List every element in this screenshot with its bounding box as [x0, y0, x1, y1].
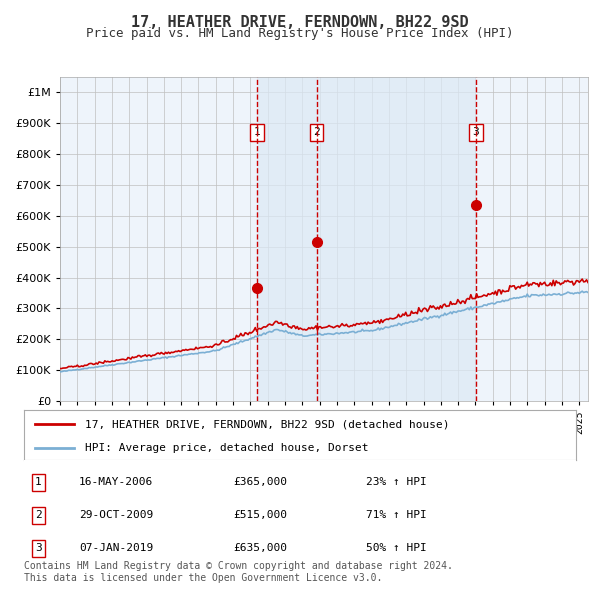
- Text: 17, HEATHER DRIVE, FERNDOWN, BH22 9SD: 17, HEATHER DRIVE, FERNDOWN, BH22 9SD: [131, 15, 469, 30]
- Bar: [257, 77, 317, 401]
- Text: 23% ↑ HPI: 23% ↑ HPI: [366, 477, 427, 487]
- Text: 2: 2: [313, 127, 320, 137]
- Text: 71% ↑ HPI: 71% ↑ HPI: [366, 510, 427, 520]
- Text: 3: 3: [35, 543, 42, 553]
- Text: 1: 1: [253, 127, 260, 137]
- Text: £365,000: £365,000: [234, 477, 288, 487]
- Bar: [317, 77, 476, 401]
- Text: 1: 1: [35, 477, 42, 487]
- Text: £635,000: £635,000: [234, 543, 288, 553]
- Text: £515,000: £515,000: [234, 510, 288, 520]
- Text: 29-OCT-2009: 29-OCT-2009: [79, 510, 154, 520]
- Text: This data is licensed under the Open Government Licence v3.0.: This data is licensed under the Open Gov…: [24, 573, 382, 583]
- Text: 17, HEATHER DRIVE, FERNDOWN, BH22 9SD (detached house): 17, HEATHER DRIVE, FERNDOWN, BH22 9SD (d…: [85, 419, 449, 429]
- Text: 2: 2: [35, 510, 42, 520]
- Text: 07-JAN-2019: 07-JAN-2019: [79, 543, 154, 553]
- Text: Price paid vs. HM Land Registry's House Price Index (HPI): Price paid vs. HM Land Registry's House …: [86, 27, 514, 40]
- Text: 3: 3: [472, 127, 479, 137]
- Text: 16-MAY-2006: 16-MAY-2006: [79, 477, 154, 487]
- Text: 50% ↑ HPI: 50% ↑ HPI: [366, 543, 427, 553]
- Text: HPI: Average price, detached house, Dorset: HPI: Average price, detached house, Dors…: [85, 442, 368, 453]
- Text: Contains HM Land Registry data © Crown copyright and database right 2024.: Contains HM Land Registry data © Crown c…: [24, 561, 453, 571]
